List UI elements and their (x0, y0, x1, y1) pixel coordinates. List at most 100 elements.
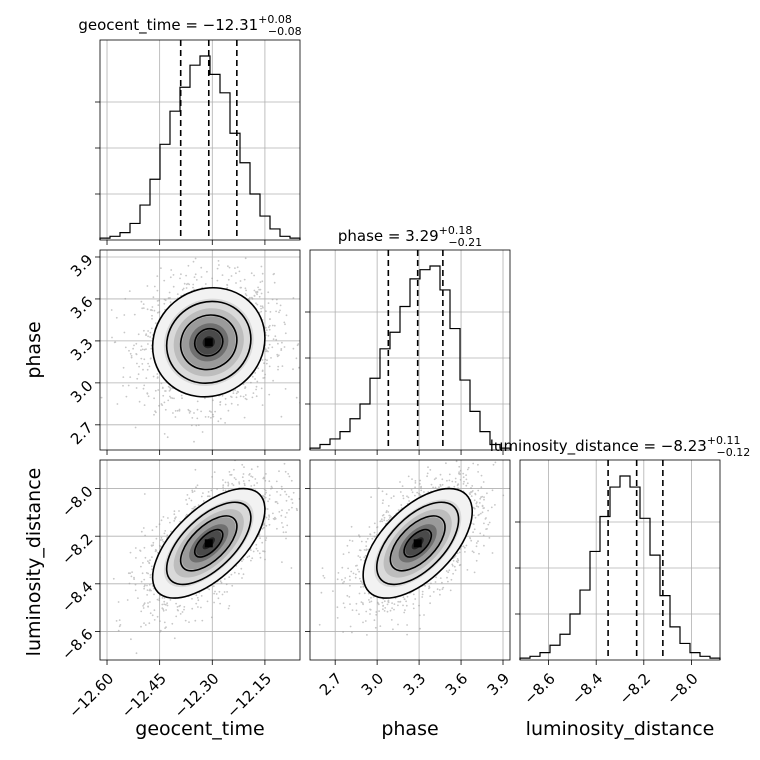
sample-point (433, 478, 436, 481)
sample-point (191, 507, 194, 510)
sample-point (200, 410, 203, 413)
sample-point (250, 272, 253, 275)
sample-point (149, 574, 152, 576)
sample-point (270, 485, 273, 488)
sample-point (163, 603, 166, 606)
sample-point (128, 290, 131, 292)
sample-point (364, 554, 367, 557)
sample-point (134, 589, 137, 592)
sample-point (434, 486, 437, 489)
sample-point (133, 576, 135, 579)
sample-point (193, 412, 195, 414)
sample-point (358, 570, 360, 573)
sample-point (267, 518, 270, 521)
sample-point (389, 609, 392, 612)
sample-point (149, 559, 151, 562)
sample-point (252, 392, 255, 394)
sample-point (117, 601, 120, 603)
sample-point (192, 507, 195, 510)
sample-point (261, 541, 264, 544)
sample-point (270, 357, 272, 359)
sample-point (273, 324, 276, 327)
sample-point (439, 473, 442, 476)
scatter-frame (99, 459, 301, 661)
sample-point (280, 415, 283, 418)
sample-point (250, 485, 253, 487)
sample-point (147, 395, 150, 398)
sample-point (180, 273, 182, 276)
sample-point (191, 597, 193, 600)
sample-point (156, 598, 159, 601)
sample-point (147, 343, 149, 345)
sample-point (286, 512, 288, 514)
sample-point (245, 294, 248, 297)
sample-point (267, 347, 270, 349)
sample-point (475, 501, 478, 504)
sample-point (479, 512, 482, 515)
sample-point (362, 603, 364, 606)
sample-point (276, 353, 279, 356)
sample-point (382, 608, 384, 611)
sample-point (166, 534, 169, 537)
sample-point (349, 603, 351, 605)
sample-point (220, 581, 223, 584)
sample-point (447, 580, 449, 583)
sample-point (241, 577, 243, 579)
sample-point (253, 295, 256, 297)
sample-point (138, 400, 141, 403)
sample-point (455, 436, 457, 438)
sample-point (265, 329, 268, 331)
sample-point (292, 347, 295, 350)
sample-point (222, 489, 225, 492)
sample-point (147, 330, 150, 332)
sample-point (365, 610, 368, 613)
sample-point (136, 377, 139, 380)
sample-point (272, 338, 275, 341)
sample-point (366, 537, 369, 540)
sample-point (208, 588, 211, 591)
sample-point (243, 484, 246, 487)
sample-point (146, 368, 149, 371)
sample-point (122, 366, 125, 369)
sample-point (253, 274, 256, 277)
sample-point (432, 591, 435, 593)
sample-point (265, 491, 267, 494)
sample-point (185, 274, 188, 277)
sample-point (284, 323, 286, 326)
sample-point (265, 326, 267, 329)
sample-point (264, 489, 267, 492)
sample-point (350, 525, 353, 528)
sample-point (156, 373, 159, 375)
sample-point (475, 559, 478, 562)
sample-point (200, 276, 203, 278)
sample-point (201, 431, 204, 433)
sample-point (140, 565, 142, 568)
sample-point (191, 607, 194, 610)
sample-point (458, 465, 461, 468)
sample-point (166, 436, 169, 439)
sample-point (192, 286, 194, 289)
sample-point (255, 395, 258, 398)
sample-point (226, 284, 229, 286)
sample-point (304, 347, 306, 349)
sample-point (143, 329, 145, 332)
sample-point (273, 281, 276, 284)
sample-point (159, 620, 161, 622)
sample-point (351, 631, 353, 634)
sample-point (151, 529, 154, 532)
sample-point (448, 479, 451, 482)
sample-point (259, 444, 261, 446)
sample-point (212, 585, 215, 588)
sample-point (277, 354, 280, 357)
sample-point (244, 386, 247, 388)
sample-point (219, 401, 222, 404)
sample-point (197, 504, 200, 506)
sample-point (365, 545, 368, 547)
sample-point (348, 551, 350, 554)
sample-point (212, 413, 214, 416)
sample-point (248, 555, 251, 558)
sample-point (483, 544, 485, 547)
sample-point (266, 359, 268, 362)
sample-point (124, 297, 127, 300)
